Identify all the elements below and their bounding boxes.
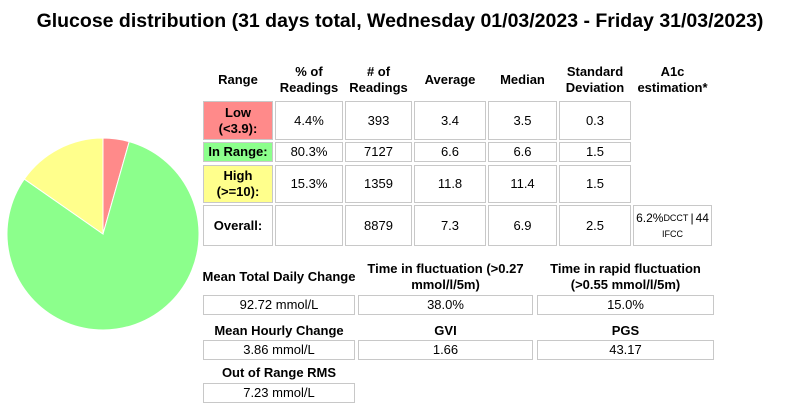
stat-value: 15.0% bbox=[537, 295, 714, 315]
a1c-ifcc: 44 bbox=[695, 210, 709, 225]
column-header: Average bbox=[424, 72, 476, 87]
stat-label: Time in fluctuation (>0.27 mmol/l/5m) bbox=[367, 261, 524, 292]
table-cell: 3.4 bbox=[414, 101, 486, 140]
column-header: % of Readings bbox=[279, 64, 339, 95]
table-cell: 1.5 bbox=[559, 142, 631, 162]
stat-label: Mean Total Daily Change bbox=[202, 269, 356, 284]
a1c-cell: 6.2% DCCT | 44 IFCC bbox=[633, 205, 712, 246]
table-cell: 15.3% bbox=[275, 165, 343, 203]
range-label: Low (<3.9): bbox=[203, 101, 273, 140]
pie-chart bbox=[6, 137, 200, 331]
stat-value: 7.23 mmol/L bbox=[203, 383, 355, 403]
table-cell: 7.3 bbox=[414, 205, 486, 246]
table-cell: 6.6 bbox=[414, 142, 486, 162]
table-cell: 3.5 bbox=[488, 101, 557, 140]
table-cell bbox=[275, 205, 343, 246]
table-cell: 80.3% bbox=[275, 142, 343, 162]
title: Glucose distribution (31 days total, Wed… bbox=[36, 10, 764, 32]
pie-slice bbox=[23, 137, 104, 235]
stat-label: Mean Hourly Change bbox=[214, 323, 344, 338]
stat-value: 43.17 bbox=[537, 340, 714, 360]
column-header: Median bbox=[500, 72, 545, 87]
table-cell: 7127 bbox=[345, 142, 412, 162]
column-header: Standard Deviation bbox=[565, 64, 625, 95]
table-cell: 1359 bbox=[345, 165, 412, 203]
table-cell: 0.3 bbox=[559, 101, 631, 140]
stat-label: Time in rapid fluctuation (>0.55 mmol/l/… bbox=[550, 261, 701, 292]
column-header: A1c estimation* bbox=[637, 64, 708, 95]
pie-slice bbox=[6, 141, 200, 331]
table-cell: 6.6 bbox=[488, 142, 557, 162]
table-cell: 11.4 bbox=[488, 165, 557, 203]
table-cell: 1.5 bbox=[559, 165, 631, 203]
column-header: Range bbox=[218, 72, 258, 87]
range-label: In Range: bbox=[203, 142, 273, 162]
a1c-dcct-sub: DCCT bbox=[663, 212, 689, 223]
stat-label: GVI bbox=[434, 323, 457, 338]
a1c-dcct: 6.2% bbox=[636, 210, 664, 225]
table-cell: 4.4% bbox=[275, 101, 343, 140]
stat-value: 38.0% bbox=[358, 295, 533, 315]
column-header: # of Readings bbox=[349, 64, 408, 95]
stat-value: 92.72 mmol/L bbox=[203, 295, 355, 315]
table-cell: 2.5 bbox=[559, 205, 631, 246]
a1c-ifcc-sub: IFCC bbox=[662, 228, 683, 239]
table-cell: 393 bbox=[345, 101, 412, 140]
stat-value: 1.66 bbox=[358, 340, 533, 360]
a1c-separator: | bbox=[690, 210, 694, 225]
table-cell: 8879 bbox=[345, 205, 412, 246]
range-label: High (>=10): bbox=[203, 165, 273, 203]
table-cell: 11.8 bbox=[414, 165, 486, 203]
range-label: Overall: bbox=[203, 205, 273, 246]
table-cell: 6.9 bbox=[488, 205, 557, 246]
stat-value: 3.86 mmol/L bbox=[203, 340, 355, 360]
stat-label: PGS bbox=[611, 323, 640, 338]
stat-label: Out of Range RMS bbox=[221, 365, 337, 380]
